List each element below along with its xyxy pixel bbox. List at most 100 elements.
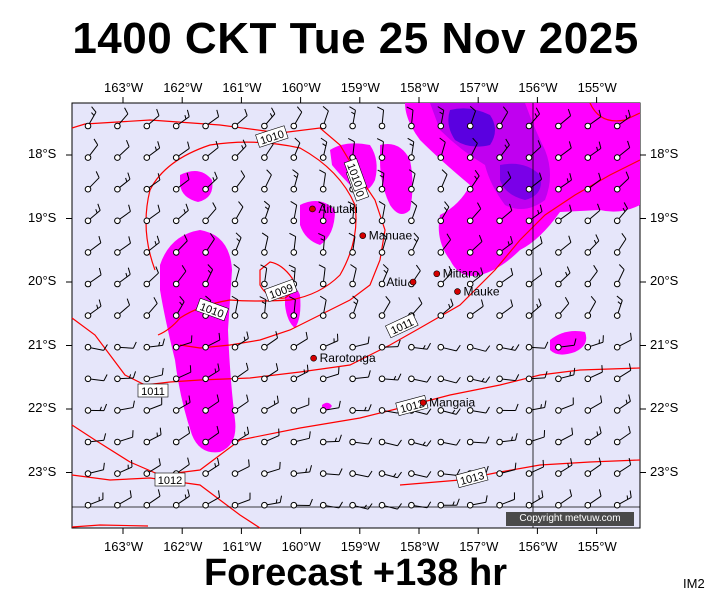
wind-barb	[143, 397, 163, 414]
wind-barb	[613, 425, 631, 446]
wind-barb	[290, 106, 303, 130]
wind-barb	[319, 468, 343, 477]
wind-barb	[349, 404, 372, 414]
wind-barb	[437, 106, 445, 130]
wind-barb	[347, 201, 356, 225]
wind-barb	[466, 267, 484, 288]
wind-barb	[584, 295, 597, 319]
wind-barb	[555, 367, 576, 383]
wind-barb	[84, 203, 101, 225]
wind-barb	[84, 433, 107, 446]
wind-barb	[613, 363, 632, 383]
lon-label: 159°W	[340, 539, 380, 554]
wind-barb	[143, 235, 160, 256]
lat-label: 22°S	[650, 400, 679, 415]
wind-barb	[613, 140, 631, 161]
wind-barb	[231, 232, 242, 256]
place-name: Rarotonga	[320, 351, 376, 365]
wind-barb	[349, 501, 373, 510]
wind-barb	[377, 169, 386, 193]
wind-barb	[172, 265, 187, 288]
wind-barb	[290, 498, 313, 509]
wind-barb	[290, 465, 313, 477]
wind-barb	[525, 371, 548, 383]
wind-barb	[202, 140, 219, 161]
wind-barb	[555, 235, 572, 256]
place-mauke: Mauke	[454, 285, 500, 299]
wind-barb	[408, 169, 416, 193]
wind-barb	[466, 495, 488, 509]
place-mangaia: Mangaia	[419, 396, 476, 410]
wind-barb	[231, 426, 250, 446]
wind-barb	[261, 395, 279, 414]
wind-barb	[466, 299, 484, 319]
wind-barb	[143, 297, 158, 319]
lat-label: 21°S	[650, 336, 679, 352]
wind-barb	[349, 106, 356, 130]
wind-barb	[584, 426, 602, 446]
wind-barb	[613, 171, 630, 193]
lat-label: 19°S	[650, 209, 679, 225]
wind-barb	[437, 438, 461, 446]
wind-barb	[261, 107, 276, 130]
wind-barb	[84, 403, 108, 414]
lat-label: 20°S	[650, 273, 679, 288]
wind-barb	[555, 141, 572, 161]
lon-label: 160°W	[281, 539, 321, 554]
wind-barb	[437, 266, 453, 288]
wind-barb	[613, 202, 628, 225]
wind-barb	[84, 299, 102, 319]
wind-barb	[319, 333, 339, 351]
wind-barb	[231, 170, 246, 193]
wind-barb	[84, 374, 108, 383]
wind-barb	[288, 296, 298, 319]
wind-barb	[613, 109, 631, 130]
wind-barb	[172, 395, 191, 414]
lon-label: 156°W	[518, 539, 558, 554]
place-rarotonga: Rarotonga	[310, 351, 376, 365]
wind-barb	[613, 295, 623, 319]
wind-barb	[290, 201, 298, 225]
lat-label: 18°S	[650, 146, 679, 161]
lon-label: 158°W	[400, 539, 440, 554]
wind-barb	[437, 468, 461, 477]
wind-barb	[525, 236, 543, 256]
wind-barb	[378, 470, 402, 479]
wind-barb	[377, 106, 386, 130]
place-name: Mitiaro	[443, 267, 479, 281]
wind-barb	[319, 367, 340, 383]
wind-barb	[584, 203, 601, 225]
wind-barb	[349, 437, 373, 446]
wind-barb	[437, 298, 454, 319]
lat-label: 22°S	[28, 400, 57, 415]
wind-barb	[261, 461, 281, 477]
wind-barb	[202, 233, 215, 256]
wind-barb	[172, 203, 189, 225]
wind-barb	[466, 436, 490, 446]
place-name: Aitutaki	[318, 202, 357, 216]
wind-barb	[378, 373, 402, 383]
wind-barb	[172, 489, 190, 509]
wind-barb	[143, 489, 161, 509]
wind-barb	[378, 501, 402, 510]
wind-barb	[466, 106, 477, 130]
place-markers: Aitutaki Manuae Mitiaro Atiu Mauke Rarotonga M…	[309, 202, 500, 410]
wind-barb	[613, 332, 632, 351]
wind-barb	[437, 375, 461, 384]
wind-barb	[261, 495, 283, 509]
rain-area	[180, 171, 213, 202]
wind-barb	[408, 342, 432, 351]
isobar-value: 1011	[141, 386, 165, 398]
wind-barb	[525, 140, 542, 161]
wind-barb	[525, 298, 542, 319]
lat-label: 18°S	[28, 146, 57, 161]
place-mitiaro: Mitiaro	[433, 267, 479, 281]
wind-barb	[202, 457, 220, 477]
wind-barb	[408, 200, 418, 225]
wind-barb	[376, 138, 386, 161]
wind-barb	[260, 264, 268, 288]
place-dot	[309, 205, 316, 213]
wind-barb	[172, 141, 190, 161]
wind-barb	[261, 232, 269, 256]
wind-barb	[437, 233, 452, 256]
